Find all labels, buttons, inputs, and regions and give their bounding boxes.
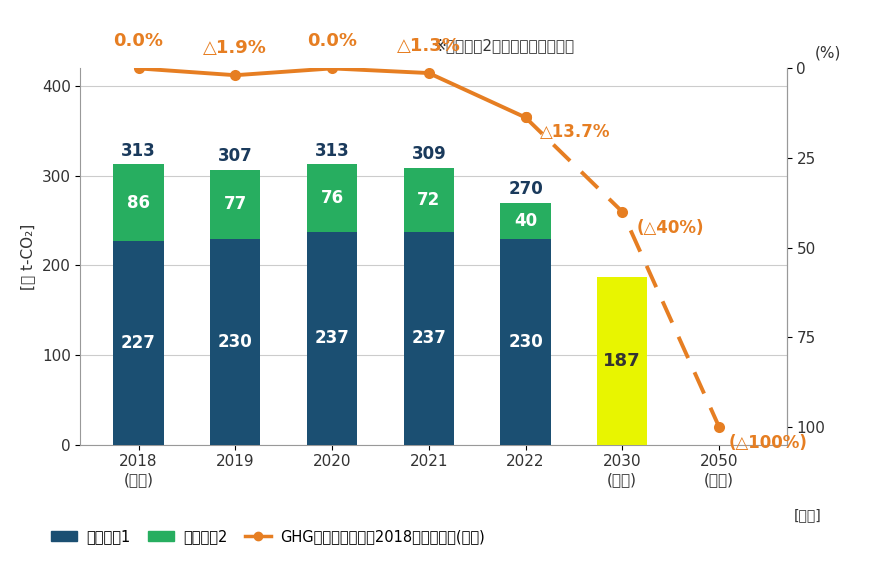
Text: 0.0%: 0.0% <box>114 32 164 51</box>
Text: 307: 307 <box>218 147 253 165</box>
Text: 77: 77 <box>224 195 247 213</box>
Bar <box>501 239 551 445</box>
Bar <box>307 164 358 233</box>
Text: 0.0%: 0.0% <box>307 32 357 51</box>
Text: △1.3%: △1.3% <box>397 37 460 55</box>
Text: △13.7%: △13.7% <box>540 123 611 141</box>
Text: 237: 237 <box>315 329 350 348</box>
Bar <box>403 168 454 233</box>
Text: 313: 313 <box>121 142 156 160</box>
Text: 86: 86 <box>127 194 150 212</box>
Text: 187: 187 <box>603 352 641 370</box>
Text: ※スコープ2はマーケットベース: ※スコープ2はマーケットベース <box>434 38 575 54</box>
Text: 40: 40 <box>514 211 537 230</box>
Bar <box>210 170 260 239</box>
Bar <box>501 203 551 239</box>
Text: 270: 270 <box>508 180 543 198</box>
Bar <box>307 233 358 445</box>
Bar <box>210 239 260 445</box>
Legend: スコープ1, スコープ2, GHG排出量削減率（2018年度基準）(右軸): スコープ1, スコープ2, GHG排出量削減率（2018年度基準）(右軸) <box>46 523 491 550</box>
Text: 230: 230 <box>508 332 543 351</box>
Text: 309: 309 <box>411 145 446 164</box>
Text: 237: 237 <box>411 329 446 348</box>
Text: 313: 313 <box>315 142 350 160</box>
Text: △1.9%: △1.9% <box>203 39 267 58</box>
Bar <box>597 277 647 445</box>
Y-axis label: [千 t-CO₂]: [千 t-CO₂] <box>20 223 35 290</box>
Text: 72: 72 <box>417 191 441 209</box>
Text: 230: 230 <box>218 332 253 351</box>
Text: 227: 227 <box>121 334 156 352</box>
Text: (△100%): (△100%) <box>729 434 807 452</box>
Text: [年度]: [年度] <box>794 508 822 523</box>
Text: 76: 76 <box>320 189 343 207</box>
Bar <box>403 233 454 445</box>
Bar <box>114 241 164 445</box>
Bar <box>114 164 164 241</box>
Text: (△40%): (△40%) <box>637 219 704 237</box>
Text: (%): (%) <box>815 46 841 61</box>
